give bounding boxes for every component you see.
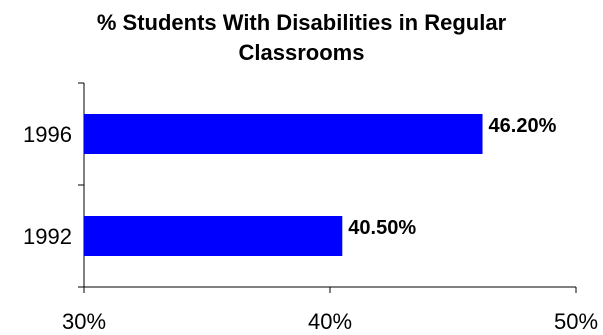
x-tick-label: 40% — [308, 309, 352, 334]
data-label-1992: 40.50% — [348, 217, 416, 239]
category-label-1996: 1996 — [23, 122, 72, 147]
plot-area: 30% 40% 50% 1996 46.20% 1992 40.50% — [23, 82, 598, 334]
chart-title-line-1: % Students With Disabilities in Regular — [96, 10, 507, 35]
x-tick-label: 30% — [62, 309, 106, 334]
category-label-1992: 1992 — [23, 224, 72, 249]
chart-title-line-2: Classrooms — [238, 40, 365, 65]
data-label-1996: 46.20% — [489, 115, 557, 137]
bar-1992 — [84, 216, 343, 256]
chart-title: % Students With Disabilities in Regular … — [0, 8, 603, 68]
bar-1996 — [84, 114, 483, 154]
x-tick-label: 50% — [554, 309, 598, 334]
